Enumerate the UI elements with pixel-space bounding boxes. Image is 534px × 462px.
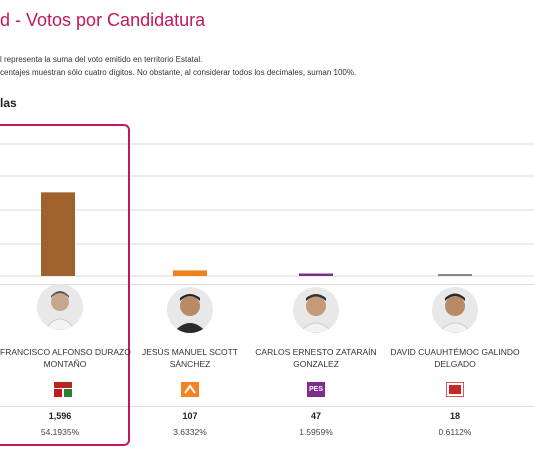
info-note-total: l representa la suma del voto emitido en…: [0, 55, 203, 64]
candidate-name-line2: DELGADO: [434, 359, 476, 369]
candidate-name: DAVID CUAUHTÉMOC GALINDO DELGADO: [390, 346, 520, 370]
table-divider: [0, 406, 534, 407]
candidate-name: JESÚS MANUEL SCOTT SÁNCHEZ: [125, 346, 255, 370]
candidate-name: FRANCISCO ALFONSO DURAZO MONTAÑO: [0, 346, 131, 370]
candidate-name-line1: DAVID CUAUHTÉMOC GALINDO: [390, 347, 520, 357]
pes-logo-icon: PES: [307, 382, 325, 397]
section-heading: las: [0, 96, 17, 110]
bar-1: [41, 192, 75, 276]
candidate-name-line2: GONZALEZ: [293, 359, 339, 369]
page-title: d - Votos por Candidatura: [0, 10, 206, 30]
votes-percentage: 1.5959%: [299, 427, 333, 437]
votes-bar-chart: [0, 143, 534, 277]
bar-2: [173, 270, 207, 276]
votes-count: 47: [310, 411, 321, 421]
votes-percentage: 3.6332%: [173, 427, 207, 437]
candidate-photo: [432, 287, 478, 333]
winner-highlight-frame: [0, 124, 130, 446]
candidate-photo: [37, 284, 83, 330]
votes-count: 107: [182, 411, 198, 421]
candidate-photo: [167, 287, 213, 333]
votes-percentage: 54.1935%: [40, 427, 80, 437]
candidate-photo: [293, 287, 339, 333]
bar-4: [438, 274, 472, 276]
bar-3: [299, 273, 333, 276]
votes-count: 18: [449, 411, 460, 421]
candidate-name-line1: CARLOS ERNESTO ZATARAÍN: [255, 347, 377, 357]
movimiento-ciudadano-logo-icon: [181, 382, 199, 397]
candidate-name: CARLOS ERNESTO ZATARAÍN GONZALEZ: [251, 346, 381, 370]
candidate-name-line1: FRANCISCO ALFONSO DURAZO: [0, 347, 131, 357]
candidate-name-line2: MONTAÑO: [43, 359, 87, 369]
morena-pt-logo-icon: [54, 382, 72, 397]
votes-count: 1,596: [48, 411, 72, 421]
pes-logo-label: PES: [308, 386, 323, 393]
chart-bottom-divider: [0, 284, 534, 285]
info-note-percentages: centajes muestran sólo cuatro dígitos. N…: [0, 68, 357, 77]
votes-percentage: 0.6112%: [438, 427, 472, 437]
rsp-logo-icon: [445, 381, 465, 398]
candidate-card[interactable]: [0, 284, 125, 330]
candidate-name-line1: JESÚS MANUEL SCOTT: [141, 347, 239, 357]
candidate-name-line2: SÁNCHEZ: [169, 359, 211, 369]
